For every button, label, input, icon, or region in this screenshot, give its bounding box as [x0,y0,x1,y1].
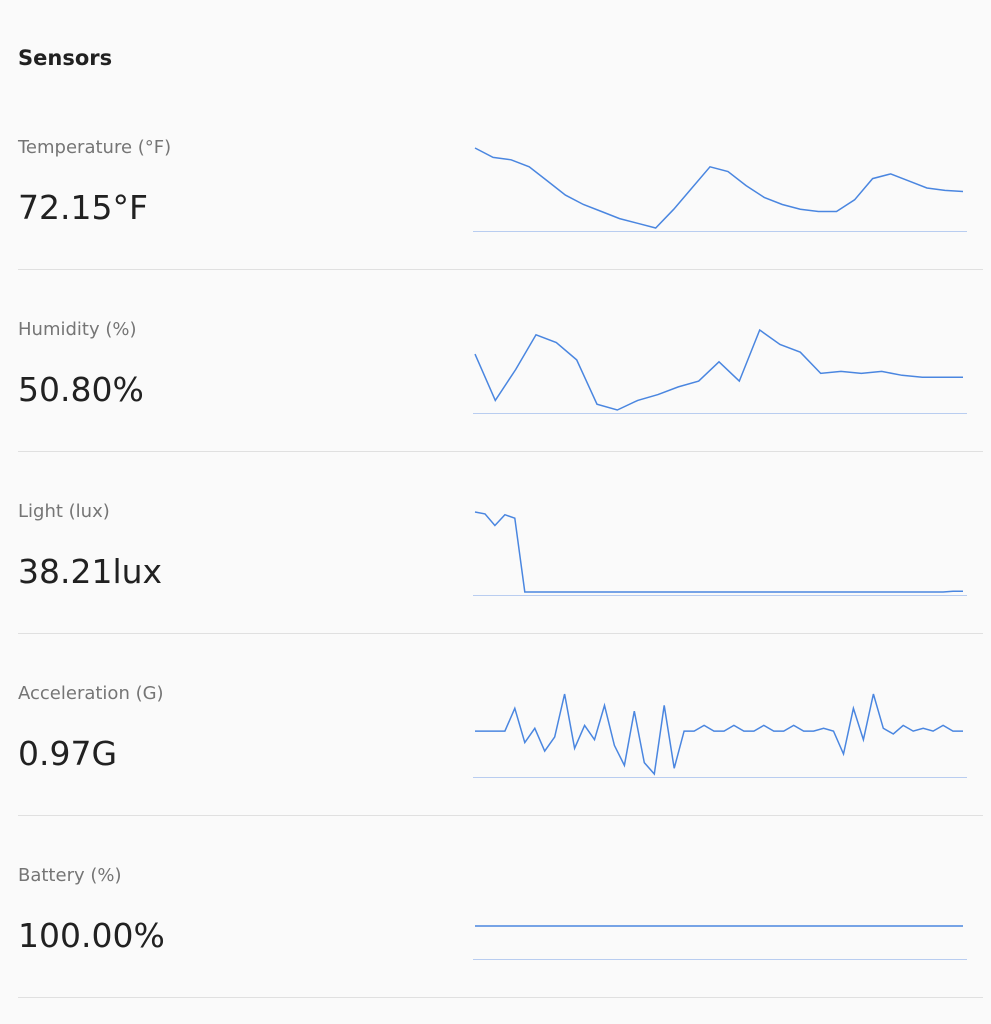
sparkline [475,693,963,776]
panel-title: Sensors [18,46,112,70]
sparkline [474,147,964,229]
sparkline [474,511,963,593]
sensor-value: 100.00% [18,916,165,955]
sparkline [474,328,963,411]
sensor-label: Light (lux) [18,501,110,522]
sensor-label: Battery (%) [18,865,122,886]
sensor-label: Acceleration (G) [18,683,164,704]
sensor-value: 38.21lux [18,552,162,591]
sensor-value: 0.97G [18,734,117,773]
sensor-label: Humidity (%) [18,319,137,340]
sensor-value: 72.15°F [18,188,148,227]
sensor-label: Temperature (°F) [17,137,171,158]
sensor-value: 50.80% [18,370,144,409]
